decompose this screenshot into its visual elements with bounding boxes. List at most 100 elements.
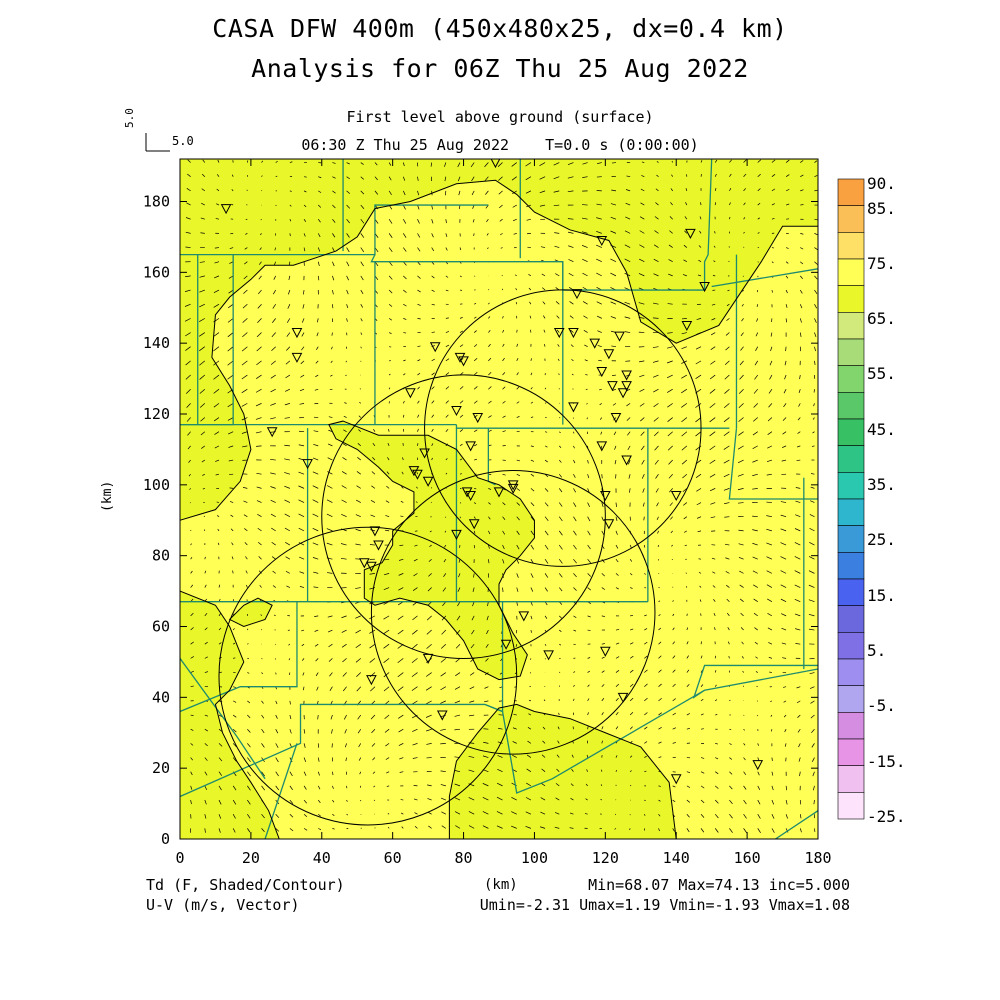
wind-vector-255 xyxy=(260,614,262,617)
wind-vector-561 xyxy=(345,360,347,363)
wind-vector-581 xyxy=(358,757,362,761)
wind-vector-811 xyxy=(417,219,420,224)
wind-vector-1801 xyxy=(709,473,716,478)
wind-vector-1426 xyxy=(597,345,602,348)
station-marker-22 xyxy=(571,289,583,300)
wind-vector-1184 xyxy=(530,372,533,376)
wind-vector-530 xyxy=(346,799,348,802)
wind-vector-1243 xyxy=(540,218,546,221)
wind-vector-1850 xyxy=(723,459,730,464)
wind-vector-1433 xyxy=(596,244,602,248)
wind-vector-1898 xyxy=(737,459,744,464)
wind-vector-1461 xyxy=(615,530,618,535)
wind-vector-1328 xyxy=(571,373,574,376)
wind-vector-490 xyxy=(329,686,333,691)
wind-vector-15 xyxy=(190,612,194,617)
wind-vector-2132 xyxy=(809,541,815,546)
wind-vector-1051 xyxy=(486,219,489,223)
wind-vector-974 xyxy=(471,629,475,635)
wind-vector-1088 xyxy=(502,372,506,376)
wind-vector-1524 xyxy=(624,316,631,319)
wind-vector-1090 xyxy=(502,343,505,347)
wind-vector-877 xyxy=(440,643,447,649)
wind-vector-558 xyxy=(344,402,347,404)
wind-vector-1213 xyxy=(544,644,547,646)
wind-vector-586 xyxy=(356,686,362,692)
wind-vector-1818 xyxy=(714,231,716,234)
wind-vector-1630 xyxy=(656,174,659,177)
wind-vector-935 xyxy=(459,502,462,504)
wind-vector-800 xyxy=(417,372,421,376)
wind-vector-875 xyxy=(440,672,447,677)
station-marker-33 xyxy=(614,331,625,342)
station-marker-44 xyxy=(518,611,530,622)
wind-vector-536 xyxy=(343,714,347,720)
wind-vector-1758 xyxy=(695,403,702,408)
wind-vector-1989 xyxy=(766,528,773,532)
wind-vector-932 xyxy=(459,544,461,548)
wind-vector-216 xyxy=(242,487,248,489)
wind-vector-1664 xyxy=(666,374,673,379)
wind-vector-1859 xyxy=(725,332,730,336)
wind-vector-222 xyxy=(241,403,248,407)
wind-vector-1383 xyxy=(582,272,588,277)
wind-vector-1693 xyxy=(686,641,689,645)
wind-vector-446 xyxy=(314,629,319,632)
wind-vector-288 xyxy=(275,828,280,832)
wind-vector-1222 xyxy=(544,516,549,521)
wind-vector-2104 xyxy=(800,261,804,265)
wind-vector-1840 xyxy=(726,598,730,602)
wind-vector-1294 xyxy=(553,176,560,180)
wind-vector-1587 xyxy=(658,785,661,787)
wind-vector-1497 xyxy=(629,697,634,702)
wind-vector-1005 xyxy=(471,190,475,196)
wind-vector-1986 xyxy=(766,570,773,574)
wind-vector-636 xyxy=(369,658,376,663)
wind-vector-1183 xyxy=(530,387,533,390)
wind-vector-844 xyxy=(431,428,434,432)
wind-vector-902 xyxy=(445,289,449,292)
wind-vector-231 xyxy=(243,275,248,280)
wind-vector-2092 xyxy=(797,431,801,434)
wind-vector-854 xyxy=(431,289,435,292)
wind-vector-2099 xyxy=(799,332,802,337)
wind-vector-1864 xyxy=(728,260,730,263)
wind-vector-957 xyxy=(458,190,461,196)
wind-vector-2003 xyxy=(770,332,773,337)
wind-vector-223 xyxy=(241,388,248,394)
wind-vector-1647 xyxy=(672,613,675,617)
wind-vector-2146 xyxy=(814,346,816,352)
wind-vector-1284 xyxy=(556,315,560,319)
wind-vector-1479 xyxy=(610,272,617,277)
wind-vector-318 xyxy=(270,403,276,406)
wind-vector-1092 xyxy=(502,316,504,319)
chart-title-line1: CASA DFW 400m (450x480x25, dx=0.4 km) xyxy=(212,14,788,43)
station-marker-53 xyxy=(670,774,682,785)
wind-vector-753 xyxy=(403,359,406,362)
wind-vector-91 xyxy=(200,217,205,220)
wind-vector-599 xyxy=(356,499,361,503)
wind-vector-373 xyxy=(287,304,291,309)
wind-vector-1076 xyxy=(502,544,505,550)
wind-vector-1803 xyxy=(709,445,716,451)
wind-vector-823 xyxy=(426,728,432,732)
wind-vector-1265 xyxy=(558,587,563,592)
wind-vector-1749 xyxy=(697,530,702,533)
wind-vector-1176 xyxy=(530,488,535,492)
wind-vector-1421 xyxy=(599,417,603,420)
station-marker-4 xyxy=(302,459,313,470)
wind-vector-249 xyxy=(261,700,264,704)
wind-vector-335 xyxy=(275,160,278,163)
wind-vector-1306 xyxy=(573,684,575,687)
wind-vector-98 xyxy=(218,799,222,805)
wind-vector-1933 xyxy=(754,641,758,645)
wind-vector-1599 xyxy=(658,614,661,617)
wind-vector-700 xyxy=(388,428,390,432)
wind-vector-1043 xyxy=(488,330,491,333)
wind-vector-1150 xyxy=(511,176,517,181)
wind-vector-2118 xyxy=(811,743,815,748)
wind-vector-136 xyxy=(214,261,220,264)
county-boundary-5 xyxy=(370,159,713,291)
wind-vector-1948 xyxy=(752,431,758,436)
wind-vector-672 xyxy=(388,826,390,829)
